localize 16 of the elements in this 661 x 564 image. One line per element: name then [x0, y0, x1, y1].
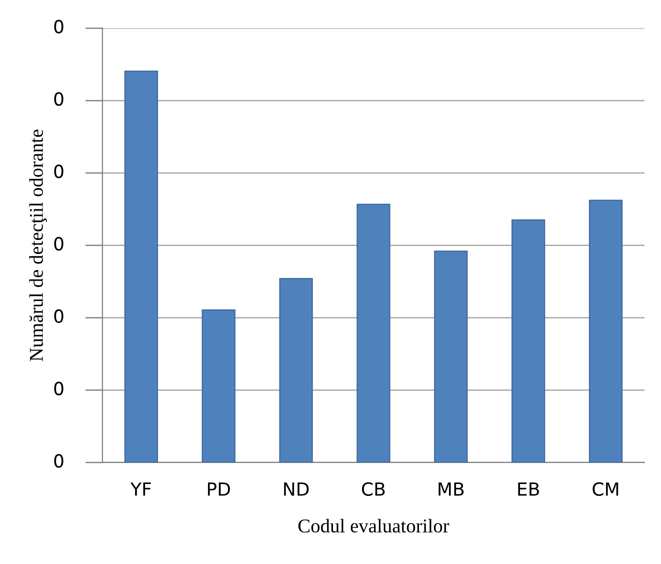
text: 0 — [54, 309, 64, 323]
x-tick-label: YF — [130, 482, 151, 496]
x-axis-title: Codul evaluatorilor — [298, 518, 450, 533]
x-tick-label: MB — [438, 482, 464, 496]
x-tick-label: PD — [208, 482, 230, 496]
text: 0 — [54, 92, 64, 106]
text: 0 — [54, 20, 64, 34]
text: 0 — [54, 454, 64, 468]
x-tick-label: CM — [592, 482, 618, 496]
x-tick-label: ND — [284, 482, 309, 496]
y-axis-title: Numărul de detecţiil odorante — [29, 130, 47, 362]
x-tick-label: CB — [362, 482, 385, 496]
x-tick-label: EB — [518, 482, 539, 496]
text: 0 — [54, 382, 64, 396]
text: 0 — [54, 236, 64, 251]
text: 0 — [54, 164, 64, 178]
